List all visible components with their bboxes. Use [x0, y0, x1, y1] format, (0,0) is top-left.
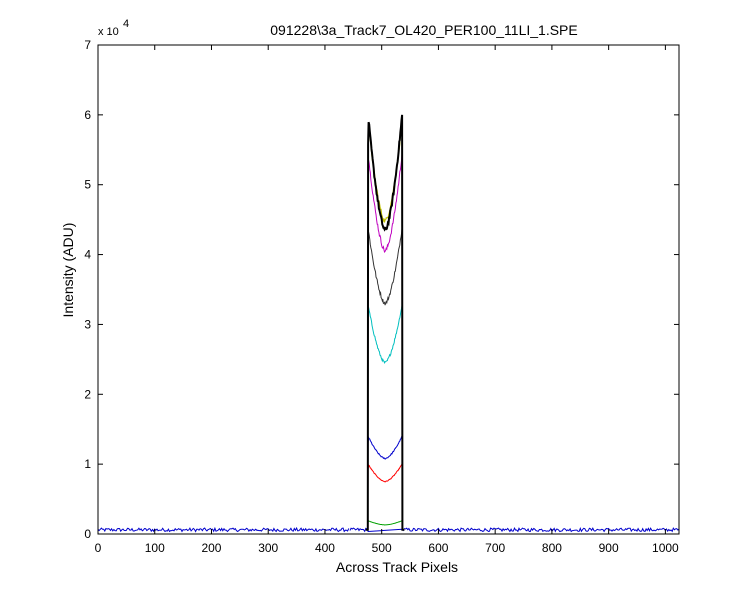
x-tick-label: 800 — [542, 541, 562, 555]
y-tick-label: 5 — [84, 178, 91, 192]
chart-title: 091228\3a_Track7_OL420_PER100_11LI_1.SPE — [270, 22, 577, 38]
x-ticks: 0 100 200 300 400 500 600 700 800 900 1000 — [95, 45, 679, 555]
y-tick-label: 0 — [84, 527, 91, 541]
series-line-5 — [365, 227, 405, 531]
y-tick-label: 1 — [84, 457, 91, 471]
y-tick-label: 6 — [84, 108, 91, 122]
y-tick-label: 2 — [84, 387, 91, 401]
series-line-2 — [365, 462, 405, 531]
series-line-4 — [365, 304, 405, 531]
y-multiplier-base: x 10 — [98, 26, 119, 38]
y-tick-label: 3 — [84, 317, 91, 331]
y-tick-label: 4 — [84, 248, 91, 262]
x-tick-label: 100 — [145, 541, 165, 555]
series-line-6 — [365, 153, 405, 531]
baseline-left — [97, 526, 350, 533]
x-tick-label: 300 — [258, 541, 278, 555]
x-tick-label: 600 — [428, 541, 448, 555]
x-tick-label: 700 — [485, 541, 505, 555]
axes-box — [97, 44, 680, 535]
series-line-3 — [365, 434, 405, 531]
series-line-1 — [365, 520, 405, 531]
series-line-8 — [365, 114, 405, 531]
x-tick-label: 400 — [315, 541, 335, 555]
y-axis-label: Intensity (ADU) — [60, 223, 76, 318]
y-ticks: 0 1 2 3 4 5 6 7 — [84, 38, 679, 541]
plot-area — [98, 45, 679, 534]
x-tick-label: 900 — [599, 541, 619, 555]
y-multiplier-exponent: 4 — [123, 18, 129, 30]
x-tick-label: 200 — [201, 541, 221, 555]
baseline-right — [349, 526, 680, 533]
x-tick-label: 0 — [95, 541, 102, 555]
series-layer — [97, 114, 680, 533]
x-tick-label: 1000 — [652, 541, 679, 555]
x-tick-label: 500 — [372, 541, 392, 555]
x-axis-label: Across Track Pixels — [336, 559, 458, 575]
y-tick-label: 7 — [84, 38, 91, 52]
